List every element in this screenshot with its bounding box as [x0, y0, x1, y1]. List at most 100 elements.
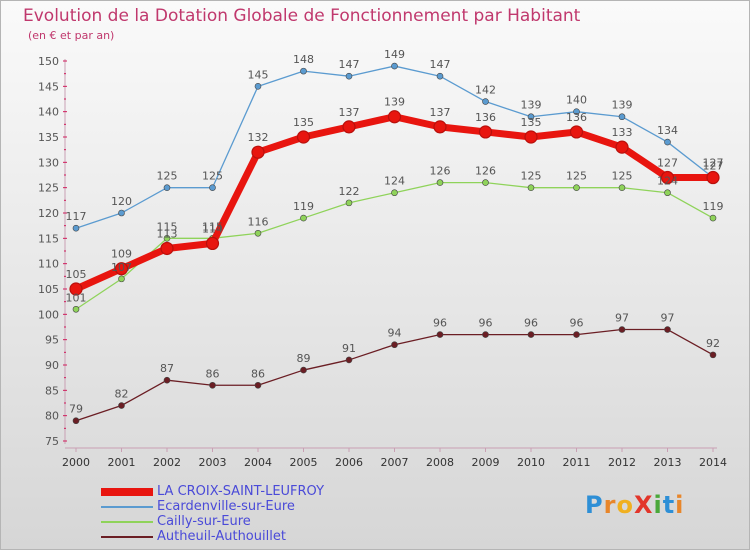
data-label: 127	[703, 160, 724, 173]
data-label: 105	[66, 268, 87, 281]
data-point	[436, 179, 444, 186]
x-tick-label: 2010	[517, 456, 545, 469]
data-label: 119	[293, 200, 314, 213]
data-point	[209, 184, 216, 191]
legend-label: Ecardenville-sur-Eure	[157, 499, 295, 514]
chart-subtitle: (en € et par an)	[28, 29, 115, 42]
logo-letter: t	[662, 491, 676, 519]
y-tick-label: 75	[45, 435, 59, 448]
data-point	[300, 67, 307, 75]
y-tick-label: 90	[45, 359, 59, 372]
logo-letter: P	[585, 491, 604, 519]
data-label: 139	[384, 96, 405, 109]
legend-swatch	[101, 536, 153, 538]
data-label: 125	[157, 170, 178, 183]
proxiti-logo: ProXiti	[585, 491, 684, 519]
axes: 75 80 85 90 95 100 105 110 115 120 125 130 135 140 145…	[38, 55, 727, 469]
y-tick-label: 115	[38, 232, 59, 245]
y-tick-label: 80	[45, 410, 59, 423]
data-label: 147	[430, 58, 451, 71]
chart-title: Evolution de la Dotation Globale de Fonc…	[23, 6, 581, 26]
x-tick-label: 2003	[199, 456, 227, 469]
data-label: 97	[661, 312, 675, 325]
data-label: 96	[524, 317, 538, 330]
data-point	[160, 241, 174, 256]
data-label: 97	[615, 312, 629, 325]
data-label: 139	[612, 99, 633, 112]
data-label: 109	[111, 248, 132, 261]
data-point	[664, 189, 671, 197]
x-tick-label: 2009	[472, 456, 500, 469]
data-label: 149	[384, 48, 405, 61]
data-point	[709, 214, 717, 222]
y-tick-label: 130	[38, 156, 59, 169]
x-tick-label: 2001	[108, 456, 136, 469]
y-tick-label: 85	[45, 384, 59, 397]
data-label: 142	[475, 84, 496, 97]
logo-letter: i	[675, 491, 685, 519]
legend-swatch	[101, 521, 153, 523]
data-label: 113	[157, 227, 178, 240]
data-label: 125	[566, 170, 587, 183]
data-point	[345, 356, 353, 364]
data-label: 120	[111, 195, 132, 208]
data-label: 147	[339, 58, 360, 71]
data-point	[706, 170, 720, 185]
data-label: 124	[384, 175, 405, 188]
data-label: 82	[115, 388, 129, 401]
data-label: 115	[157, 220, 178, 233]
data-point	[527, 331, 535, 338]
data-point	[300, 366, 307, 374]
data-point	[251, 145, 265, 159]
logo-letter: X	[633, 491, 654, 519]
data-label: 125	[612, 170, 633, 183]
data-point	[573, 108, 580, 115]
y-tick-label: 140	[38, 106, 59, 119]
data-label: 135	[521, 116, 542, 129]
data-point	[618, 326, 626, 333]
y-tick-label: 145	[38, 80, 59, 93]
data-label: 86	[206, 367, 220, 380]
data-label: 107	[111, 261, 132, 274]
y-tick-label: 125	[38, 182, 59, 195]
data-label: 96	[479, 317, 493, 330]
data-label: 96	[570, 317, 584, 330]
x-tick-label: 2002	[153, 456, 181, 469]
data-label: 125	[521, 170, 542, 183]
legend-swatch	[101, 488, 153, 496]
y-tick-label: 95	[45, 334, 59, 347]
y-tick-label: 150	[38, 55, 59, 68]
data-point	[72, 224, 80, 232]
y-tick-label: 135	[38, 131, 59, 144]
data-point	[482, 331, 489, 338]
data-label: 87	[160, 362, 174, 375]
data-point	[569, 125, 584, 139]
data-label: 140	[566, 94, 587, 107]
series-layer	[69, 62, 720, 425]
data-point	[573, 184, 580, 191]
x-tick-label: 2012	[608, 456, 636, 469]
data-label: 125	[202, 170, 223, 183]
x-tick-label: 2008	[426, 456, 454, 469]
data-label: 126	[430, 165, 451, 178]
data-point	[524, 130, 538, 144]
data-point	[118, 275, 125, 283]
data-label: 134	[657, 124, 678, 137]
data-point	[345, 199, 353, 207]
data-label: 148	[293, 53, 314, 66]
data-point	[433, 120, 447, 134]
data-label: 127	[657, 157, 678, 170]
data-point	[709, 351, 717, 359]
data-label: 116	[248, 215, 269, 228]
x-tick-label: 2011	[563, 456, 591, 469]
data-label: 139	[521, 99, 542, 112]
legend-label: Autheuil-Authouillet	[157, 529, 286, 544]
data-label: 101	[66, 291, 87, 304]
data-point	[664, 138, 671, 146]
data-point	[163, 376, 171, 384]
data-point	[118, 402, 125, 409]
data-point	[615, 140, 629, 154]
logo-letter: o	[616, 491, 634, 519]
data-point	[482, 179, 489, 186]
x-tick-label: 2007	[381, 456, 409, 469]
